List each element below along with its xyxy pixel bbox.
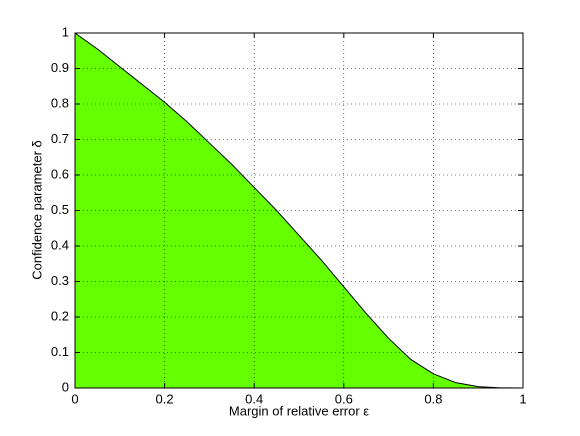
y-tick-label: 0.3	[51, 273, 69, 288]
plot-frame	[74, 32, 524, 389]
y-tick-label: 0.1	[51, 344, 69, 359]
y-tick-label: 0.2	[51, 308, 69, 323]
area-line	[74, 32, 524, 389]
y-tick-label: 0.5	[51, 202, 69, 217]
x-tick-label: 0.4	[245, 391, 263, 406]
y-axis-label: Confidence parameter δ	[29, 140, 44, 279]
y-tick-label: 0.8	[51, 95, 69, 110]
y-tick-label: 1	[62, 24, 69, 39]
x-tick-label: 1	[519, 391, 526, 406]
y-tick-label: 0.9	[51, 60, 69, 75]
x-tick-label: 0.6	[335, 391, 353, 406]
x-tick-label: 0.8	[424, 391, 442, 406]
y-tick-label: 0.4	[51, 237, 69, 252]
x-axis-label: Margin of relative error ε	[229, 403, 369, 418]
y-tick-label: 0.7	[51, 131, 69, 146]
x-tick-label: 0	[71, 391, 78, 406]
x-tick-label: 0.2	[156, 391, 174, 406]
y-tick-label: 0.6	[51, 166, 69, 181]
y-tick-label: 0	[62, 379, 69, 394]
